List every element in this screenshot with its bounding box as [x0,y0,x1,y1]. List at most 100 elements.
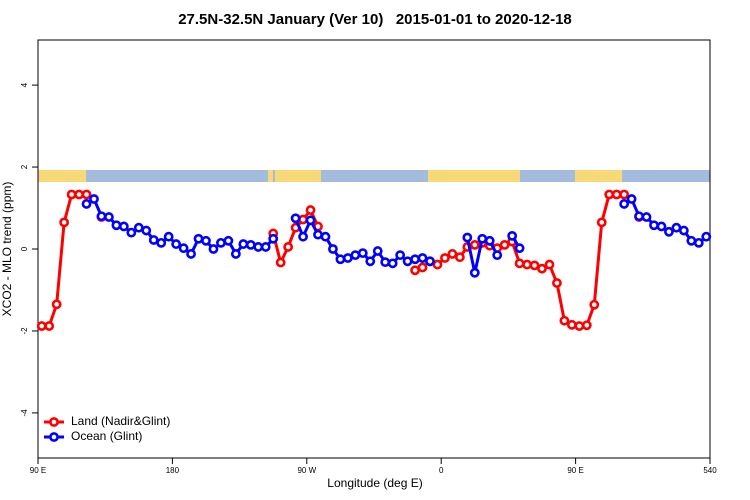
data-point [499,240,510,250]
y-tick-label: 0 [20,246,29,251]
data-point [141,225,152,236]
land-strip [38,170,86,182]
y-tick-label: 4 [20,82,29,87]
data-point [447,249,458,259]
data-point [454,252,465,263]
data-point [387,258,398,269]
data-point [529,260,540,271]
data-point [59,217,70,228]
y-tick-label: -4 [20,409,29,417]
data-point [193,233,204,244]
data-point [507,230,518,241]
data-point [133,222,144,233]
data-point [566,319,577,330]
data-point [320,231,331,242]
land-ocean-strip [38,170,710,182]
data-point [118,221,129,232]
data-point [201,235,211,246]
data-point [432,259,443,270]
data-point [701,231,712,242]
data-point [440,253,450,263]
data-point [335,254,346,265]
land-strip [428,170,520,182]
data-point [425,256,435,267]
data-point [492,250,503,261]
data-point [626,194,637,204]
data-point [148,235,159,245]
data-point [469,267,480,278]
data-point [410,254,420,265]
data-point [410,265,420,276]
data-point [245,240,256,250]
data-point [89,194,99,204]
x-tick-label: 0 [439,466,444,475]
data-point [268,233,279,244]
data-point [328,244,338,254]
data-point [253,242,264,252]
data-point [641,212,652,222]
data-point [365,256,376,267]
data-point [66,189,77,200]
data-point [596,217,607,228]
data-point [342,253,353,263]
data-point [283,242,294,252]
data-point [156,237,167,248]
data-point [238,239,249,249]
data-point [44,321,55,331]
data-point [514,258,525,269]
data-point [619,189,630,200]
data-point [216,237,226,248]
data-point [462,232,473,243]
data-point [163,231,174,242]
data-point [81,199,92,209]
data-point [417,253,428,263]
data-point [380,257,391,268]
data-point [574,321,585,331]
data-point [372,246,383,256]
x-tick-label: 90 W [297,466,316,475]
data-point [51,299,62,310]
x-axis-label: Longitude (deg E) [327,476,422,490]
data-point [656,221,667,232]
ocean-strip [38,170,710,182]
data-point [36,321,47,331]
data-point [96,211,107,222]
data-point [305,215,316,226]
data-point [313,229,323,240]
data-point [686,235,697,246]
data-point [634,211,644,222]
data-point [469,240,480,250]
data-point [693,237,704,248]
data-point [298,214,308,225]
land-strip [268,170,273,182]
data-point [678,225,689,236]
data-point [522,259,532,270]
data-point [395,250,406,261]
data-point [671,222,682,233]
data-point [649,220,659,231]
data-point [305,205,316,215]
data-point [223,235,234,246]
y-tick-label: -2 [20,327,29,335]
data-point [171,239,182,249]
legend-label: Ocean (Glint) [71,429,142,443]
data-point [275,257,286,268]
data-point [402,256,413,267]
legend-label: Land (Nadir&Glint) [71,414,170,428]
data-point [581,320,592,331]
land-strip [275,170,321,182]
data-point [178,243,189,254]
data-point [619,199,630,209]
data-point [417,262,428,273]
data-point [559,315,570,326]
data-point [81,189,92,200]
data-point [350,250,361,261]
data-point [477,233,488,244]
x-tick-label: 90 E [567,466,583,475]
data-point [111,220,122,231]
data-point [298,231,308,242]
data-point [260,242,271,252]
data-point [552,278,562,288]
data-point [664,226,674,237]
data-point [357,248,368,258]
